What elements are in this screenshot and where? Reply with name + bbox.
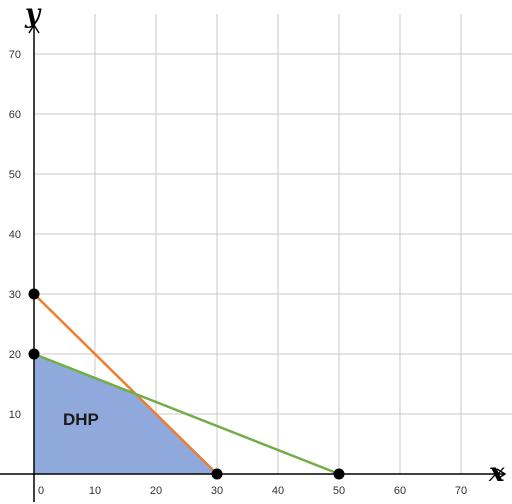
tick-labels: 0 10 20 30 40 50 60 70 10 20 30 40 50 60 70 bbox=[9, 49, 467, 497]
marked-point bbox=[211, 468, 223, 480]
x-tick-label: 70 bbox=[455, 485, 467, 497]
series-line-1 bbox=[33, 293, 218, 475]
x-tick-label: 50 bbox=[333, 485, 345, 497]
marked-point bbox=[333, 468, 345, 480]
x-tick-label: 0 bbox=[38, 485, 44, 497]
series-line-2 bbox=[33, 352, 340, 476]
region-label: DHP bbox=[63, 410, 99, 429]
y-axis-title: y bbox=[24, 0, 42, 29]
x-tick-label: 10 bbox=[89, 485, 101, 497]
marked-point bbox=[28, 288, 40, 300]
marked-points bbox=[28, 288, 345, 480]
y-tick-label: 50 bbox=[9, 169, 21, 181]
constraint-lines bbox=[33, 293, 340, 476]
y-tick-label: 70 bbox=[9, 49, 21, 61]
x-axis-title: x bbox=[488, 458, 505, 488]
x-tick-label: 60 bbox=[394, 485, 406, 497]
x-tick-label: 20 bbox=[150, 485, 162, 497]
y-tick-label: 60 bbox=[9, 109, 21, 121]
y-tick-label: 10 bbox=[9, 409, 21, 421]
axes bbox=[0, 23, 507, 502]
marked-point bbox=[28, 348, 40, 360]
y-tick-label: 40 bbox=[9, 229, 21, 241]
grid bbox=[34, 14, 512, 474]
x-axis-arrow bbox=[496, 468, 507, 480]
y-tick-label: 30 bbox=[9, 289, 21, 301]
x-tick-label: 30 bbox=[211, 485, 223, 497]
feasible-region bbox=[34, 354, 217, 474]
y-axis-arrow bbox=[28, 23, 40, 34]
y-tick-label: 20 bbox=[9, 349, 21, 361]
x-tick-label: 40 bbox=[272, 485, 284, 497]
